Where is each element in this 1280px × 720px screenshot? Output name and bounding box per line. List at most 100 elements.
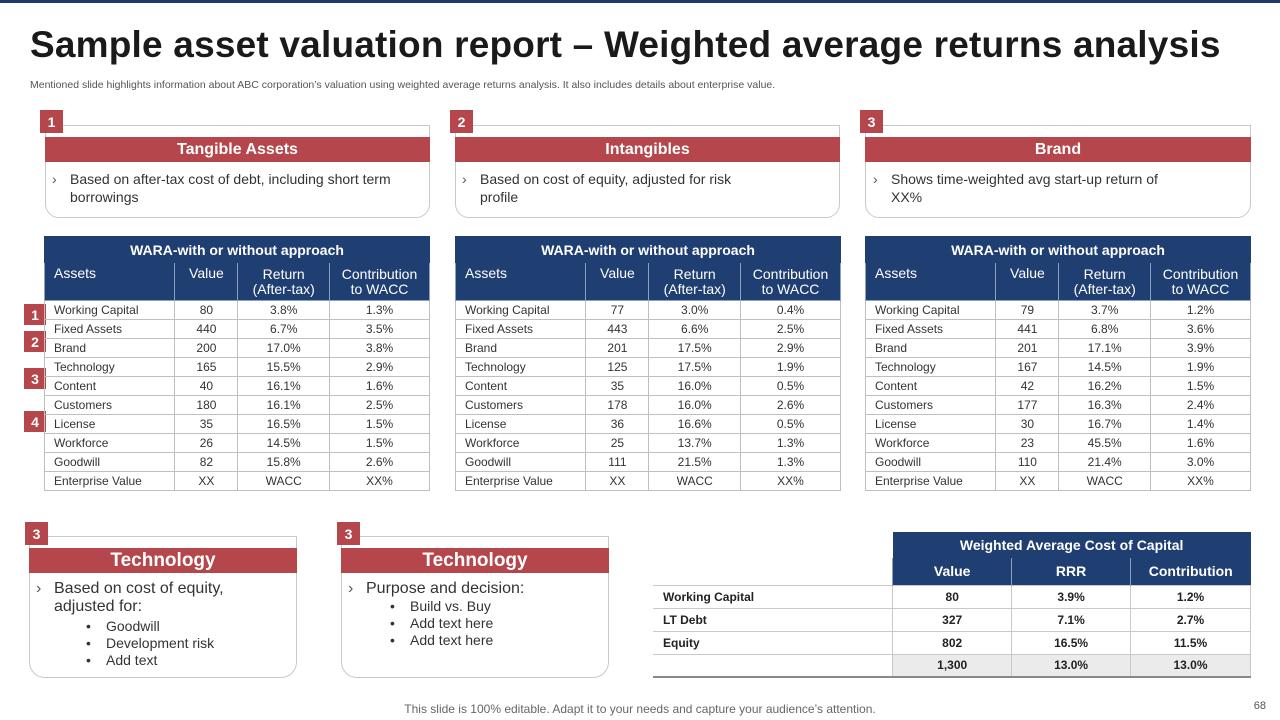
column-header: Value — [174, 262, 239, 301]
cell-return: 21.4% — [1058, 452, 1152, 472]
cell-value: 35 — [585, 376, 650, 396]
column-header: Assets — [43, 262, 176, 301]
chevron-right-icon: › — [36, 580, 42, 597]
cell-contribution: XX% — [1150, 471, 1251, 491]
cell-rrr: 7.1% — [1011, 607, 1132, 632]
cell-value: XX — [174, 471, 239, 491]
row-label: Brand — [864, 338, 997, 358]
table-row: Working Capital 80 3.9% 1.2% — [653, 584, 1251, 609]
chevron-right-icon: › — [52, 171, 57, 187]
table-row: Goodwill 111 21.5% 1.3% — [454, 452, 841, 472]
cell-value: 80 — [174, 300, 239, 320]
table-row: Equity 802 16.5% 11.5% — [653, 630, 1251, 655]
card-title: Brand — [865, 137, 1251, 162]
table-row: Enterprise Value XX WACC XX% — [43, 471, 430, 491]
cell-return: 16.0% — [648, 376, 742, 396]
cell-return: 17.5% — [648, 357, 742, 377]
cell-return: 16.3% — [1058, 395, 1152, 415]
cell-contribution: 2.9% — [329, 357, 430, 377]
table-row: Fixed Assets 441 6.8% 3.6% — [864, 319, 1251, 339]
row-label: License — [43, 414, 176, 434]
chevron-right-icon: › — [348, 580, 354, 597]
total-contribution: 13.0% — [1130, 653, 1251, 678]
cell-return: 6.7% — [237, 319, 331, 339]
cell-value: 26 — [174, 433, 239, 453]
cell-value: 125 — [585, 357, 650, 377]
column-header: Return (After-tax) — [1058, 262, 1152, 301]
table-row: Fixed Assets 440 6.7% 3.5% — [43, 319, 430, 339]
table-row: Content 35 16.0% 0.5% — [454, 376, 841, 396]
table-caption: WARA-with or without approach — [44, 236, 430, 263]
wara-table-3: WARA-with or without approach Assets Val… — [864, 236, 1251, 491]
cell-contribution: 2.9% — [740, 338, 841, 358]
column-header: Return (After-tax) — [237, 262, 331, 301]
cell-return: WACC — [1058, 471, 1152, 491]
cell-value: XX — [585, 471, 650, 491]
row-label: Enterprise Value — [454, 471, 587, 491]
cell-contribution: 3.9% — [1150, 338, 1251, 358]
table-row: Enterprise Value XX WACC XX% — [454, 471, 841, 491]
table-row: Fixed Assets 443 6.6% 2.5% — [454, 319, 841, 339]
cell-value: 443 — [585, 319, 650, 339]
row-label: Fixed Assets — [864, 319, 997, 339]
table-caption: Weighted Average Cost of Capital — [892, 532, 1251, 558]
table-row: Working Capital 79 3.7% 1.2% — [864, 300, 1251, 320]
cell-value: 167 — [995, 357, 1060, 377]
row-label: Customers — [864, 395, 997, 415]
table-row: Technology 165 15.5% 2.9% — [43, 357, 430, 377]
row-label: Fixed Assets — [43, 319, 176, 339]
cell-contribution: 1.9% — [740, 357, 841, 377]
table-row: License 35 16.5% 1.5% — [43, 414, 430, 434]
wacc-table: Weighted Average Cost of Capital Value R… — [653, 532, 1251, 678]
cell-contribution: 3.0% — [1150, 452, 1251, 472]
row-label: Workforce — [43, 433, 176, 453]
cell-return: 17.1% — [1058, 338, 1152, 358]
page-subtitle: Mentioned slide highlights information a… — [30, 79, 776, 91]
list-item: Goodwill — [86, 618, 286, 635]
wara-table-1: WARA-with or without approach Assets Val… — [43, 236, 430, 491]
cell-contribution: 2.4% — [1150, 395, 1251, 415]
row-label: Fixed Assets — [454, 319, 587, 339]
row-label: Brand — [43, 338, 176, 358]
card-title: Tangible Assets — [45, 137, 430, 162]
card-number-badge: 3 — [860, 110, 883, 133]
cell-value: 165 — [174, 357, 239, 377]
cell-return: 14.5% — [237, 433, 331, 453]
side-number-badge: 1 — [24, 304, 46, 325]
cell-contribution: 1.5% — [1150, 376, 1251, 396]
column-header: Contribution — [1130, 558, 1251, 585]
row-label: Goodwill — [454, 452, 587, 472]
card-text: Based on cost of equity, adjusted for ri… — [480, 171, 732, 205]
table-row: Workforce 26 14.5% 1.5% — [43, 433, 430, 453]
row-label: Content — [454, 376, 587, 396]
cell-return: 3.7% — [1058, 300, 1152, 320]
column-header: Value — [995, 262, 1060, 301]
cell-contribution: 1.5% — [329, 433, 430, 453]
side-number-badge: 4 — [24, 411, 46, 432]
column-header: Value — [892, 558, 1012, 585]
row-label — [653, 653, 894, 678]
table-row: Brand 201 17.1% 3.9% — [864, 338, 1251, 358]
cell-value: 200 — [174, 338, 239, 358]
cell-value: 79 — [995, 300, 1060, 320]
cell-rrr: 16.5% — [1011, 630, 1132, 655]
cell-contribution: 11.5% — [1130, 630, 1251, 655]
cell-contribution: 0.5% — [740, 414, 841, 434]
cell-return: WACC — [648, 471, 742, 491]
cell-contribution: 1.5% — [329, 414, 430, 434]
row-label: Enterprise Value — [43, 471, 176, 491]
table-row: Workforce 23 45.5% 1.6% — [864, 433, 1251, 453]
row-label: Customers — [454, 395, 587, 415]
row-label: Technology — [454, 357, 587, 377]
table-row: Customers 178 16.0% 2.6% — [454, 395, 841, 415]
cell-contribution: 1.3% — [740, 433, 841, 453]
cell-return: 16.2% — [1058, 376, 1152, 396]
cell-value: 36 — [585, 414, 650, 434]
row-label: Goodwill — [864, 452, 997, 472]
table-row: Technology 167 14.5% 1.9% — [864, 357, 1251, 377]
row-label: Brand — [454, 338, 587, 358]
cell-contribution: 1.6% — [329, 376, 430, 396]
table-row: Content 42 16.2% 1.5% — [864, 376, 1251, 396]
cell-value: 42 — [995, 376, 1060, 396]
cell-return: 16.7% — [1058, 414, 1152, 434]
